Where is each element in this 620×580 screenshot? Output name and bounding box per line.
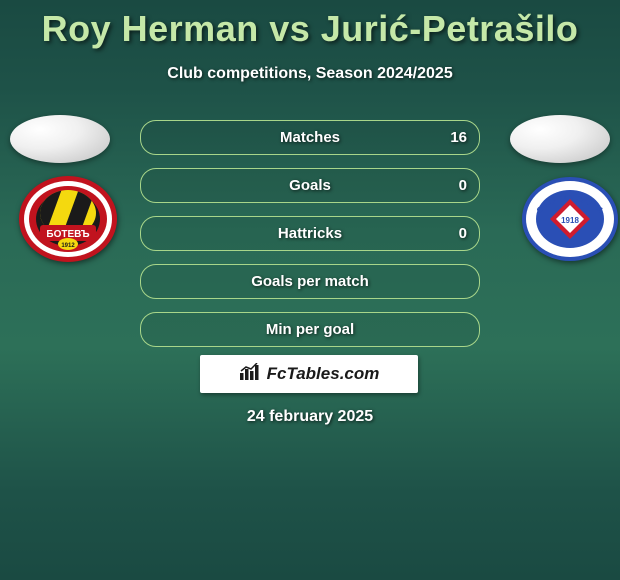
stat-label: Min per goal [266,321,354,338]
date-label: 24 february 2025 [0,408,620,426]
club-logo-right: СПАРТАК ВАРНА 1918 [520,175,620,265]
stat-right-value: 0 [459,177,467,194]
stats-list: Matches 16 Goals 0 Hattricks 0 Goals per… [140,120,480,360]
page-title: Roy Herman vs Jurić-Petrašilo [0,0,620,50]
stat-right-value: 16 [450,129,467,146]
player-photo-left [10,115,110,163]
brand-text: FcTables.com [267,364,380,384]
stat-label: Hattricks [278,225,342,242]
brand-badge: FcTables.com [200,355,418,393]
stat-row-min-per-goal: Min per goal [140,312,480,347]
spartak-logo-icon: СПАРТАК ВАРНА 1918 [520,175,620,265]
stat-label: Matches [280,129,340,146]
svg-text:1918: 1918 [561,216,579,225]
stat-row-matches: Matches 16 [140,120,480,155]
player-photo-right [510,115,610,163]
stat-row-goals-per-match: Goals per match [140,264,480,299]
comparison-card: Roy Herman vs Jurić-Petrašilo Club compe… [0,0,620,580]
club-logo-left: БОТЕВЪ 1912 [18,175,118,265]
stat-row-goals: Goals 0 [140,168,480,203]
stat-label: Goals [289,177,331,194]
subtitle: Club competitions, Season 2024/2025 [0,65,620,83]
svg-text:1912: 1912 [61,243,75,249]
stat-row-hattricks: Hattricks 0 [140,216,480,251]
stat-right-value: 0 [459,225,467,242]
chart-icon [239,363,261,386]
stat-label: Goals per match [251,273,369,290]
botev-logo-icon: БОТЕВЪ 1912 [18,175,118,265]
